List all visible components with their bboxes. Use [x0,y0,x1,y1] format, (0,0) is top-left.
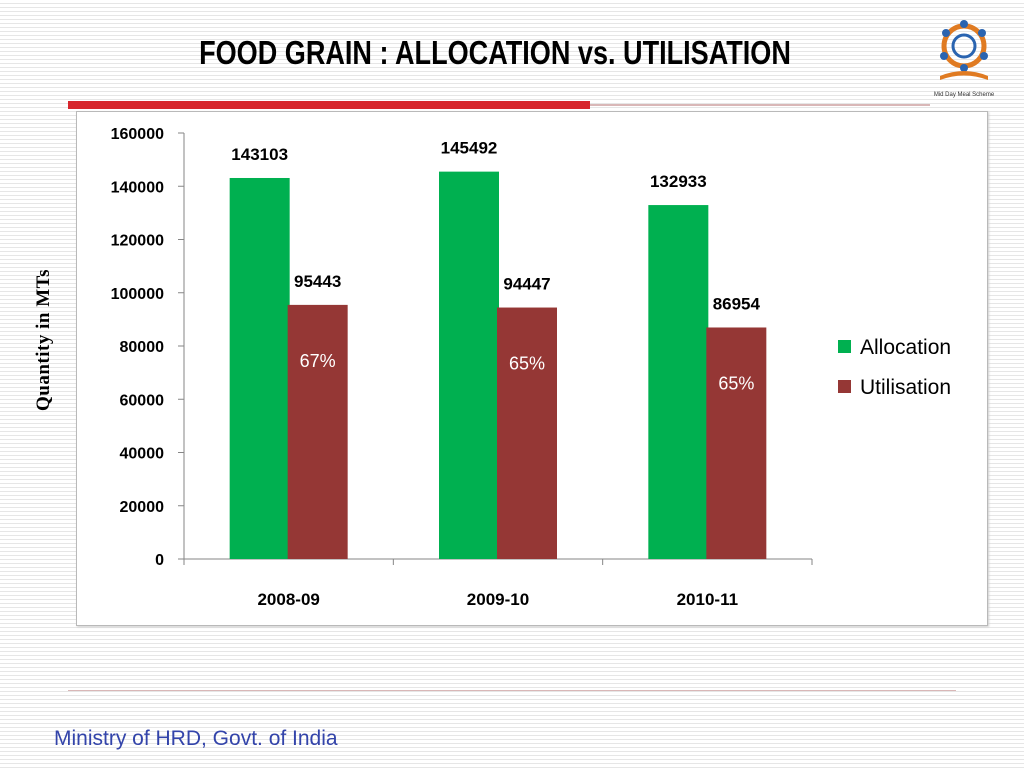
percent-label: 67% [300,351,336,371]
percent-label: 65% [509,354,545,374]
slide-title: FOOD GRAIN : ALLOCATION vs. UTILISATION [199,34,791,71]
bar-allocation-2008-09 [229,177,290,559]
bar-utilisation-2008-09 [287,304,348,559]
logo-emblem-icon [940,20,988,80]
percent-label: 65% [718,373,754,393]
logo-caption: Mid Day Meal Scheme [934,92,995,98]
x-tick-label: 2009-10 [467,590,529,609]
data-label: 95443 [294,272,341,291]
bar-utilisation-2009-10 [497,307,557,559]
legend-label-utilisation: Utilisation [860,376,951,399]
legend-label-allocation: Allocation [860,336,951,359]
y-tick-label: 100000 [111,286,164,303]
title-underline-bar [68,101,590,109]
y-tick-label: 60000 [120,392,165,409]
bar-allocation-2009-10 [439,171,499,559]
legend-swatch-utilisation [838,380,851,393]
bar-utilisation-2010-11 [706,327,767,559]
y-tick-label: 120000 [111,233,164,250]
bar-allocation-2010-11 [648,205,709,559]
y-tick-label: 0 [155,552,164,569]
y-tick-label: 80000 [120,339,165,356]
data-label: 143103 [231,145,288,164]
data-label: 145492 [441,139,498,158]
data-label: 86954 [713,294,761,313]
footer-divider [68,690,956,691]
legend-swatch-allocation [838,340,851,353]
y-tick-label: 40000 [120,446,165,463]
x-tick-label: 2010-11 [677,590,738,609]
data-label: 94447 [503,275,550,294]
y-tick-label: 140000 [111,179,164,196]
title-underline-line [590,104,930,106]
footer-text: Ministry of HRD, Govt. of India [54,727,338,750]
x-tick-label: 2008-09 [257,590,319,609]
y-tick-label: 20000 [120,499,165,516]
y-tick-label: 160000 [111,126,164,143]
mid-day-meal-logo: Mid Day Meal Scheme [934,20,995,98]
data-label: 132933 [650,172,707,191]
